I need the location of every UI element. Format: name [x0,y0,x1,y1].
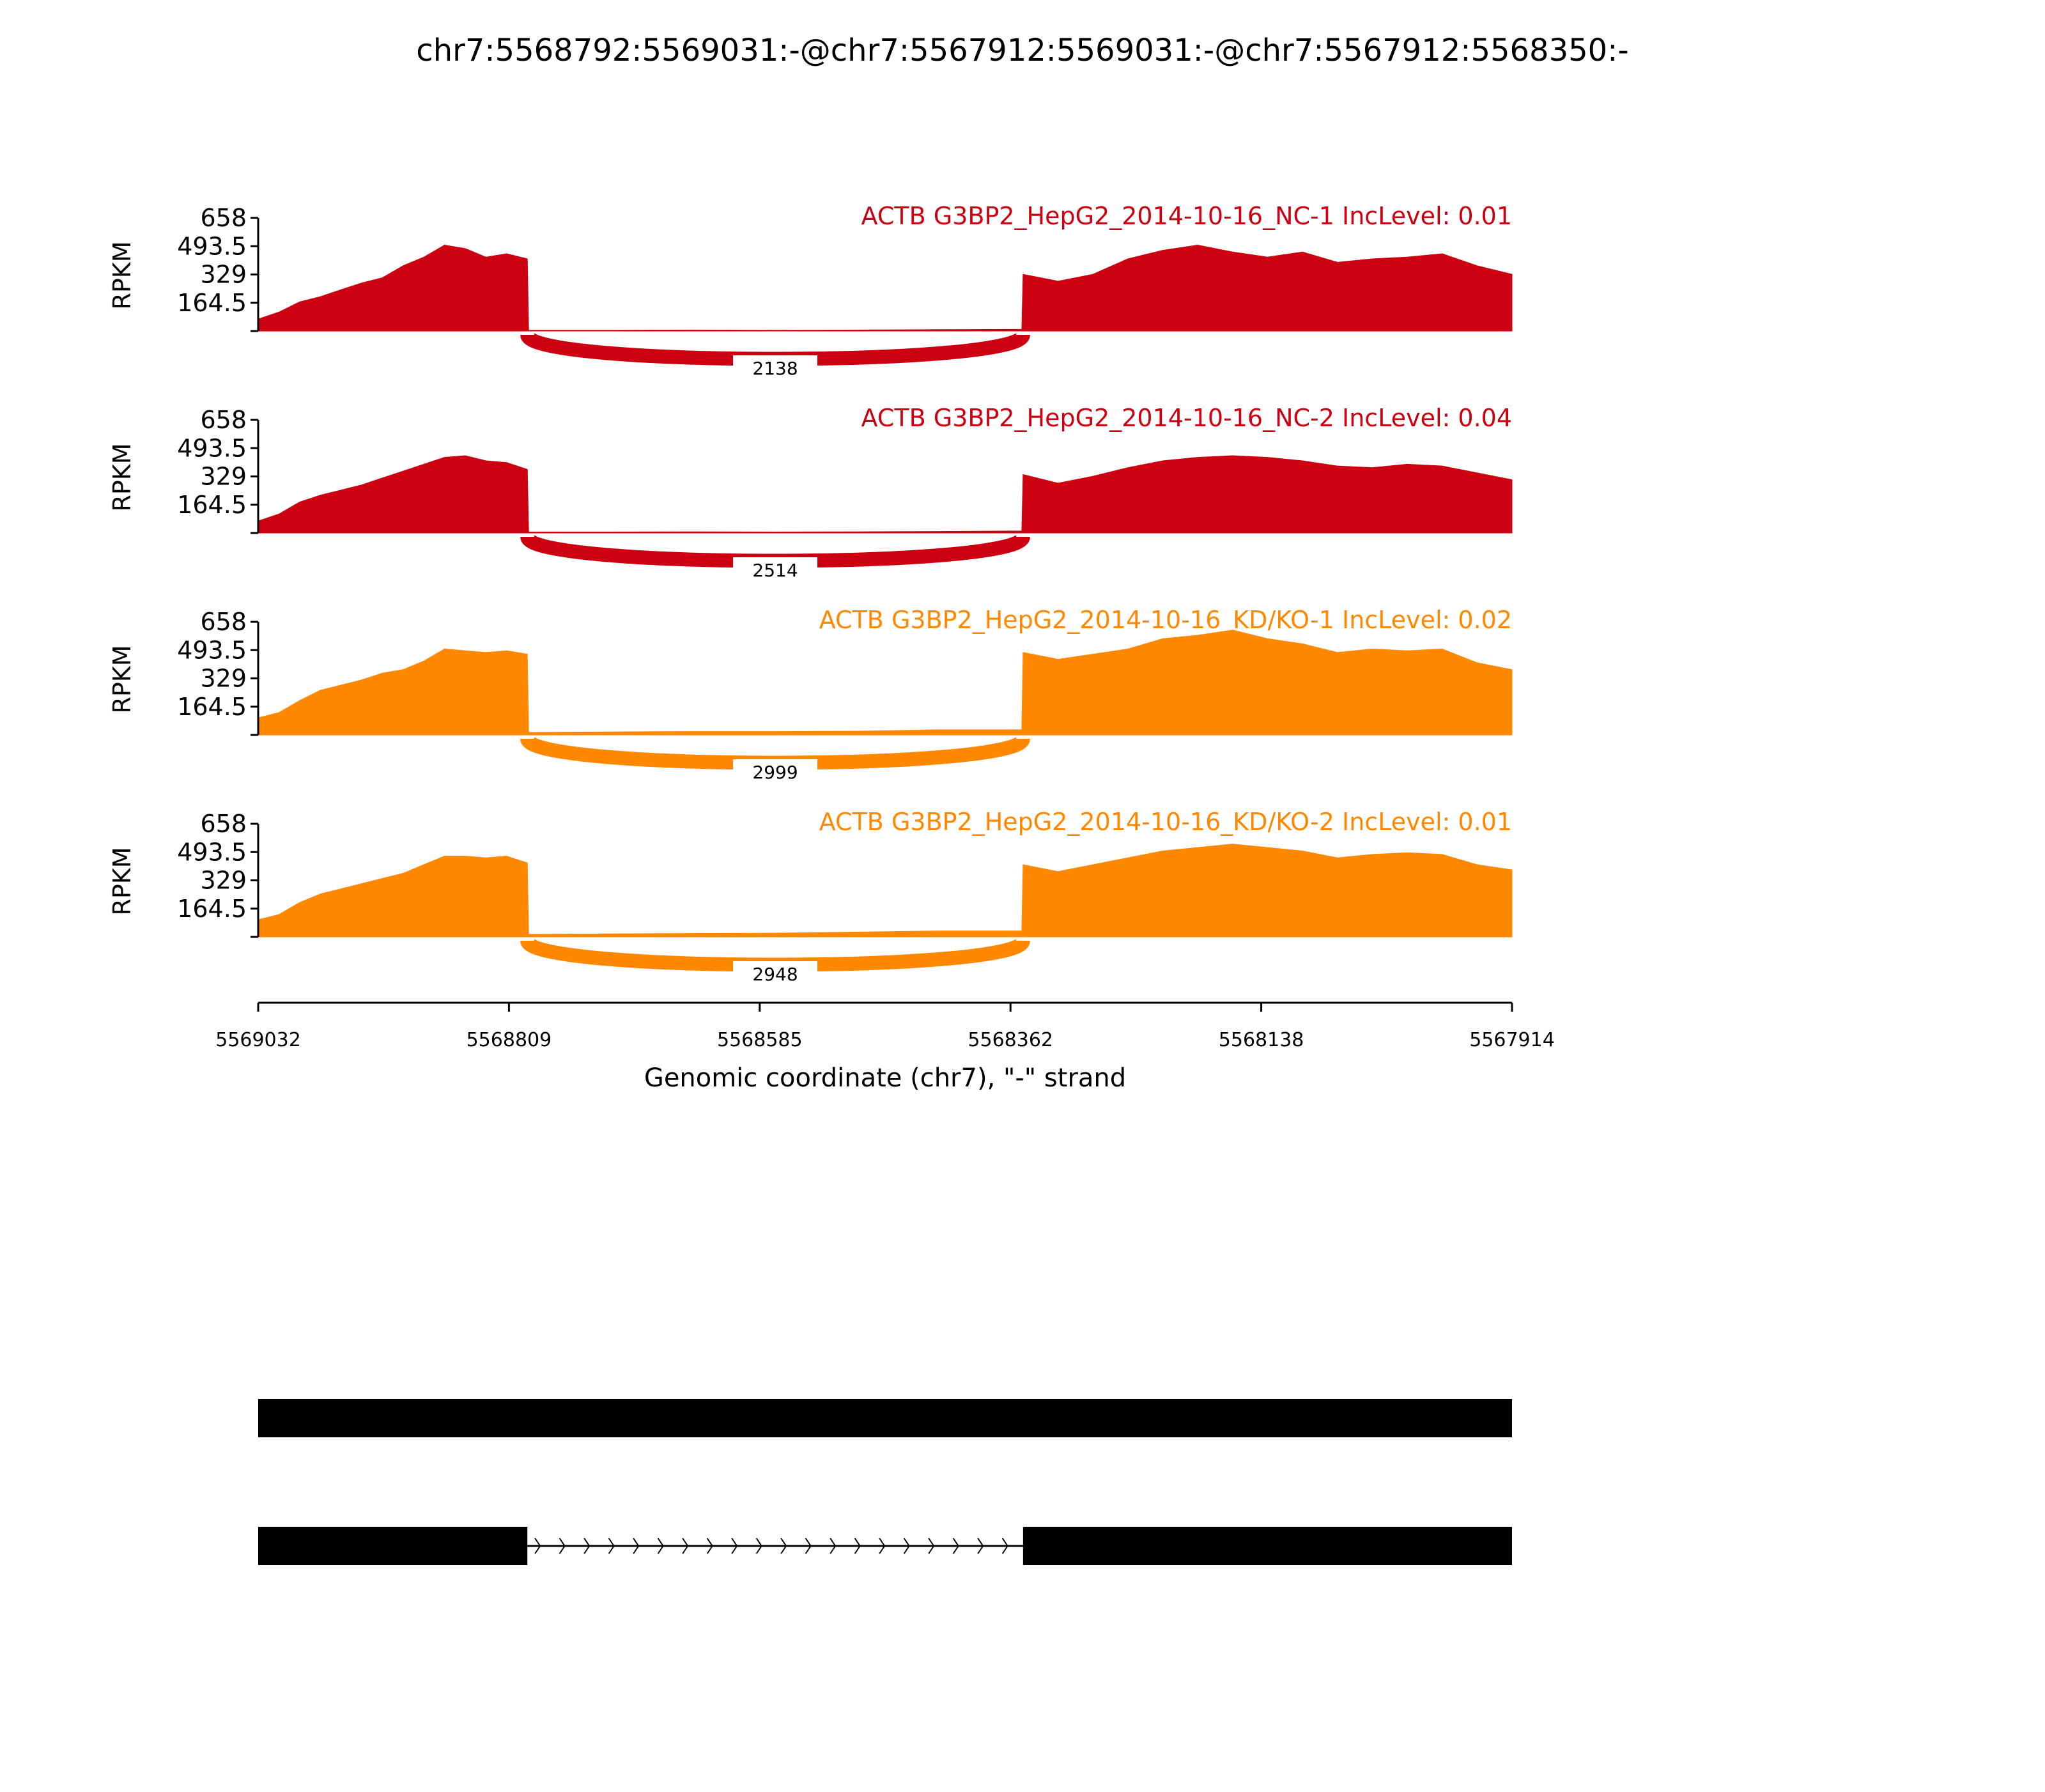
y-tick-label: 329 [200,261,247,289]
y-tick-label: 329 [200,867,247,895]
track-label: ACTB G3BP2_HepG2_2014-10-16_NC-2 IncLeve… [861,404,1512,432]
x-tick-label: 5568585 [717,1029,803,1051]
junction-arc [520,735,1030,770]
junction-count-label: 2999 [752,762,798,783]
junction-label-bg [733,961,818,987]
y-axis-label: RPKM [108,847,136,915]
y-tick-label: 329 [200,463,247,491]
y-tick-label: 164.5 [177,895,247,923]
junction-count-label: 2948 [752,964,798,985]
strand-arrow-icon [928,1538,935,1554]
junction-label-bg [733,759,818,785]
isoform-2-exon-2 [1022,1527,1512,1565]
isoform-1-exon [258,1399,1512,1437]
y-tick-label: 329 [200,665,247,693]
strand-arrow-icon [534,1538,541,1554]
strand-arrow-icon [780,1538,787,1554]
strand-arrow-icon [657,1538,664,1554]
y-axis-label: RPKM [108,645,136,713]
x-tick-label: 5568809 [467,1029,552,1051]
junction-arc [520,937,1030,972]
y-tick-label: 164.5 [177,491,247,519]
gene-models [258,1399,1512,1565]
strand-arrow-icon [583,1538,590,1554]
strand-arrow-icon [805,1538,812,1554]
strand-arrow-icon [854,1538,861,1554]
y-tick-label: 493.5 [177,838,247,866]
y-tick-label: 493.5 [177,434,247,462]
strand-arrow-icon [903,1538,910,1554]
track-label: ACTB G3BP2_HepG2_2014-10-16_KD/KO-2 IncL… [819,808,1512,836]
x-axis-label: Genomic coordinate (chr7), "-" strand [644,1063,1126,1093]
strand-arrow-icon [755,1538,762,1554]
junction-count-label: 2514 [752,560,798,581]
strand-arrow-icon [879,1538,886,1554]
coverage-area [258,455,1513,534]
coverage-area [258,244,1513,332]
y-tick-label: 164.5 [177,289,247,317]
y-tick-label: 493.5 [177,636,247,664]
junction-label-bg [733,355,818,381]
strand-arrow-icon [977,1538,984,1554]
x-tick-label: 5568138 [1219,1029,1304,1051]
x-axis: 5569032 5568809 5568585 5568362 5568138 55679… [215,1001,1555,1051]
y-tick-label: 493.5 [177,232,247,260]
chart-title: chr7:5568792:5569031:-@chr7:5567912:5569… [416,33,1628,68]
track-label: ACTB G3BP2_HepG2_2014-10-16_NC-1 IncLeve… [861,202,1512,230]
isoform-2-exon-1 [258,1527,528,1565]
x-tick-label: 5568362 [968,1029,1053,1051]
strand-arrow-icon [682,1538,689,1554]
strand-arrow-icon [1001,1538,1008,1554]
y-tick-label: 658 [200,204,247,232]
junction-count-label: 2138 [752,358,798,379]
strand-arrow-icon [608,1538,615,1554]
y-tick-label: 164.5 [177,693,247,721]
y-axis-label: RPKM [108,443,136,511]
strand-arrow-icon [952,1538,959,1554]
x-tick-label: 5567914 [1469,1029,1555,1051]
y-tick-label: 658 [200,810,247,838]
junction-label-bg [733,557,818,583]
strand-arrow-icon [731,1538,738,1554]
junction-arc [520,533,1030,568]
track-label: ACTB G3BP2_HepG2_2014-10-16_KD/KO-1 IncL… [819,606,1512,634]
junction-arc [520,331,1030,366]
y-axis-label: RPKM [108,241,136,309]
coverage-area [258,844,1513,938]
x-tick-label: 5569032 [215,1029,301,1051]
strand-arrow-icon [633,1538,640,1554]
strand-arrow-icon [706,1538,713,1554]
coverage-area [258,630,1513,736]
strand-arrow-icon [830,1538,837,1554]
y-tick-label: 658 [200,608,247,636]
y-tick-label: 658 [200,406,247,434]
strand-arrow-icon [559,1538,566,1554]
